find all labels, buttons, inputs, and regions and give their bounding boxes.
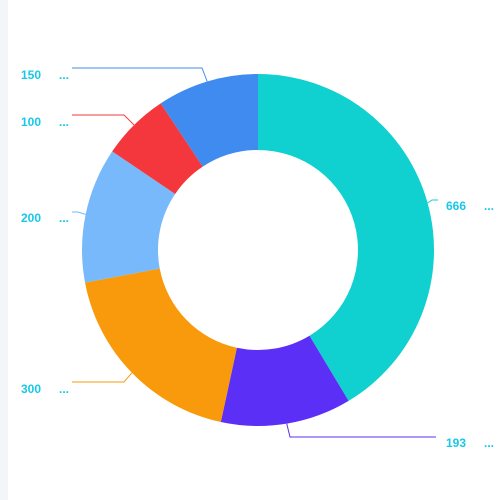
- donut-slice-100[interactable]: [112, 103, 203, 194]
- leader-line-300: [72, 372, 133, 383]
- leader-line-100: [72, 114, 135, 126]
- donut-slice-150[interactable]: [160, 74, 258, 167]
- donut-slice-200[interactable]: [81, 151, 176, 283]
- slice-label-ellipsis: ...: [59, 211, 69, 225]
- leader-lines: [72, 67, 438, 438]
- slice-label-150: 150: [21, 68, 41, 82]
- donut-slice-300[interactable]: [85, 268, 237, 423]
- slice-label-ellipsis: ...: [59, 115, 69, 129]
- slice-label-666: 666: [446, 199, 466, 213]
- slice-label-300: 300: [21, 382, 41, 396]
- slice-label-193: 193: [446, 436, 466, 450]
- slice-label-ellipsis: ...: [59, 382, 69, 396]
- leader-line-193: [286, 423, 436, 438]
- slice-label-ellipsis: ...: [484, 436, 494, 450]
- donut-slice-193[interactable]: [220, 335, 349, 426]
- leader-line-666: [427, 199, 438, 204]
- donut-slices: [81, 74, 434, 426]
- slice-label-100: 100: [21, 115, 41, 129]
- slice-label-ellipsis: ...: [484, 199, 494, 213]
- leader-line-200: [72, 211, 86, 215]
- slice-label-ellipsis: ...: [59, 68, 69, 82]
- left-edge-panel: [0, 0, 8, 500]
- slice-labels: 666 ... 193 ... 300 ... 200 ... 100 ... 150...: [21, 68, 494, 450]
- leader-line-150: [72, 67, 208, 82]
- donut-slice-666[interactable]: [258, 74, 434, 401]
- slice-label-200: 200: [21, 211, 41, 225]
